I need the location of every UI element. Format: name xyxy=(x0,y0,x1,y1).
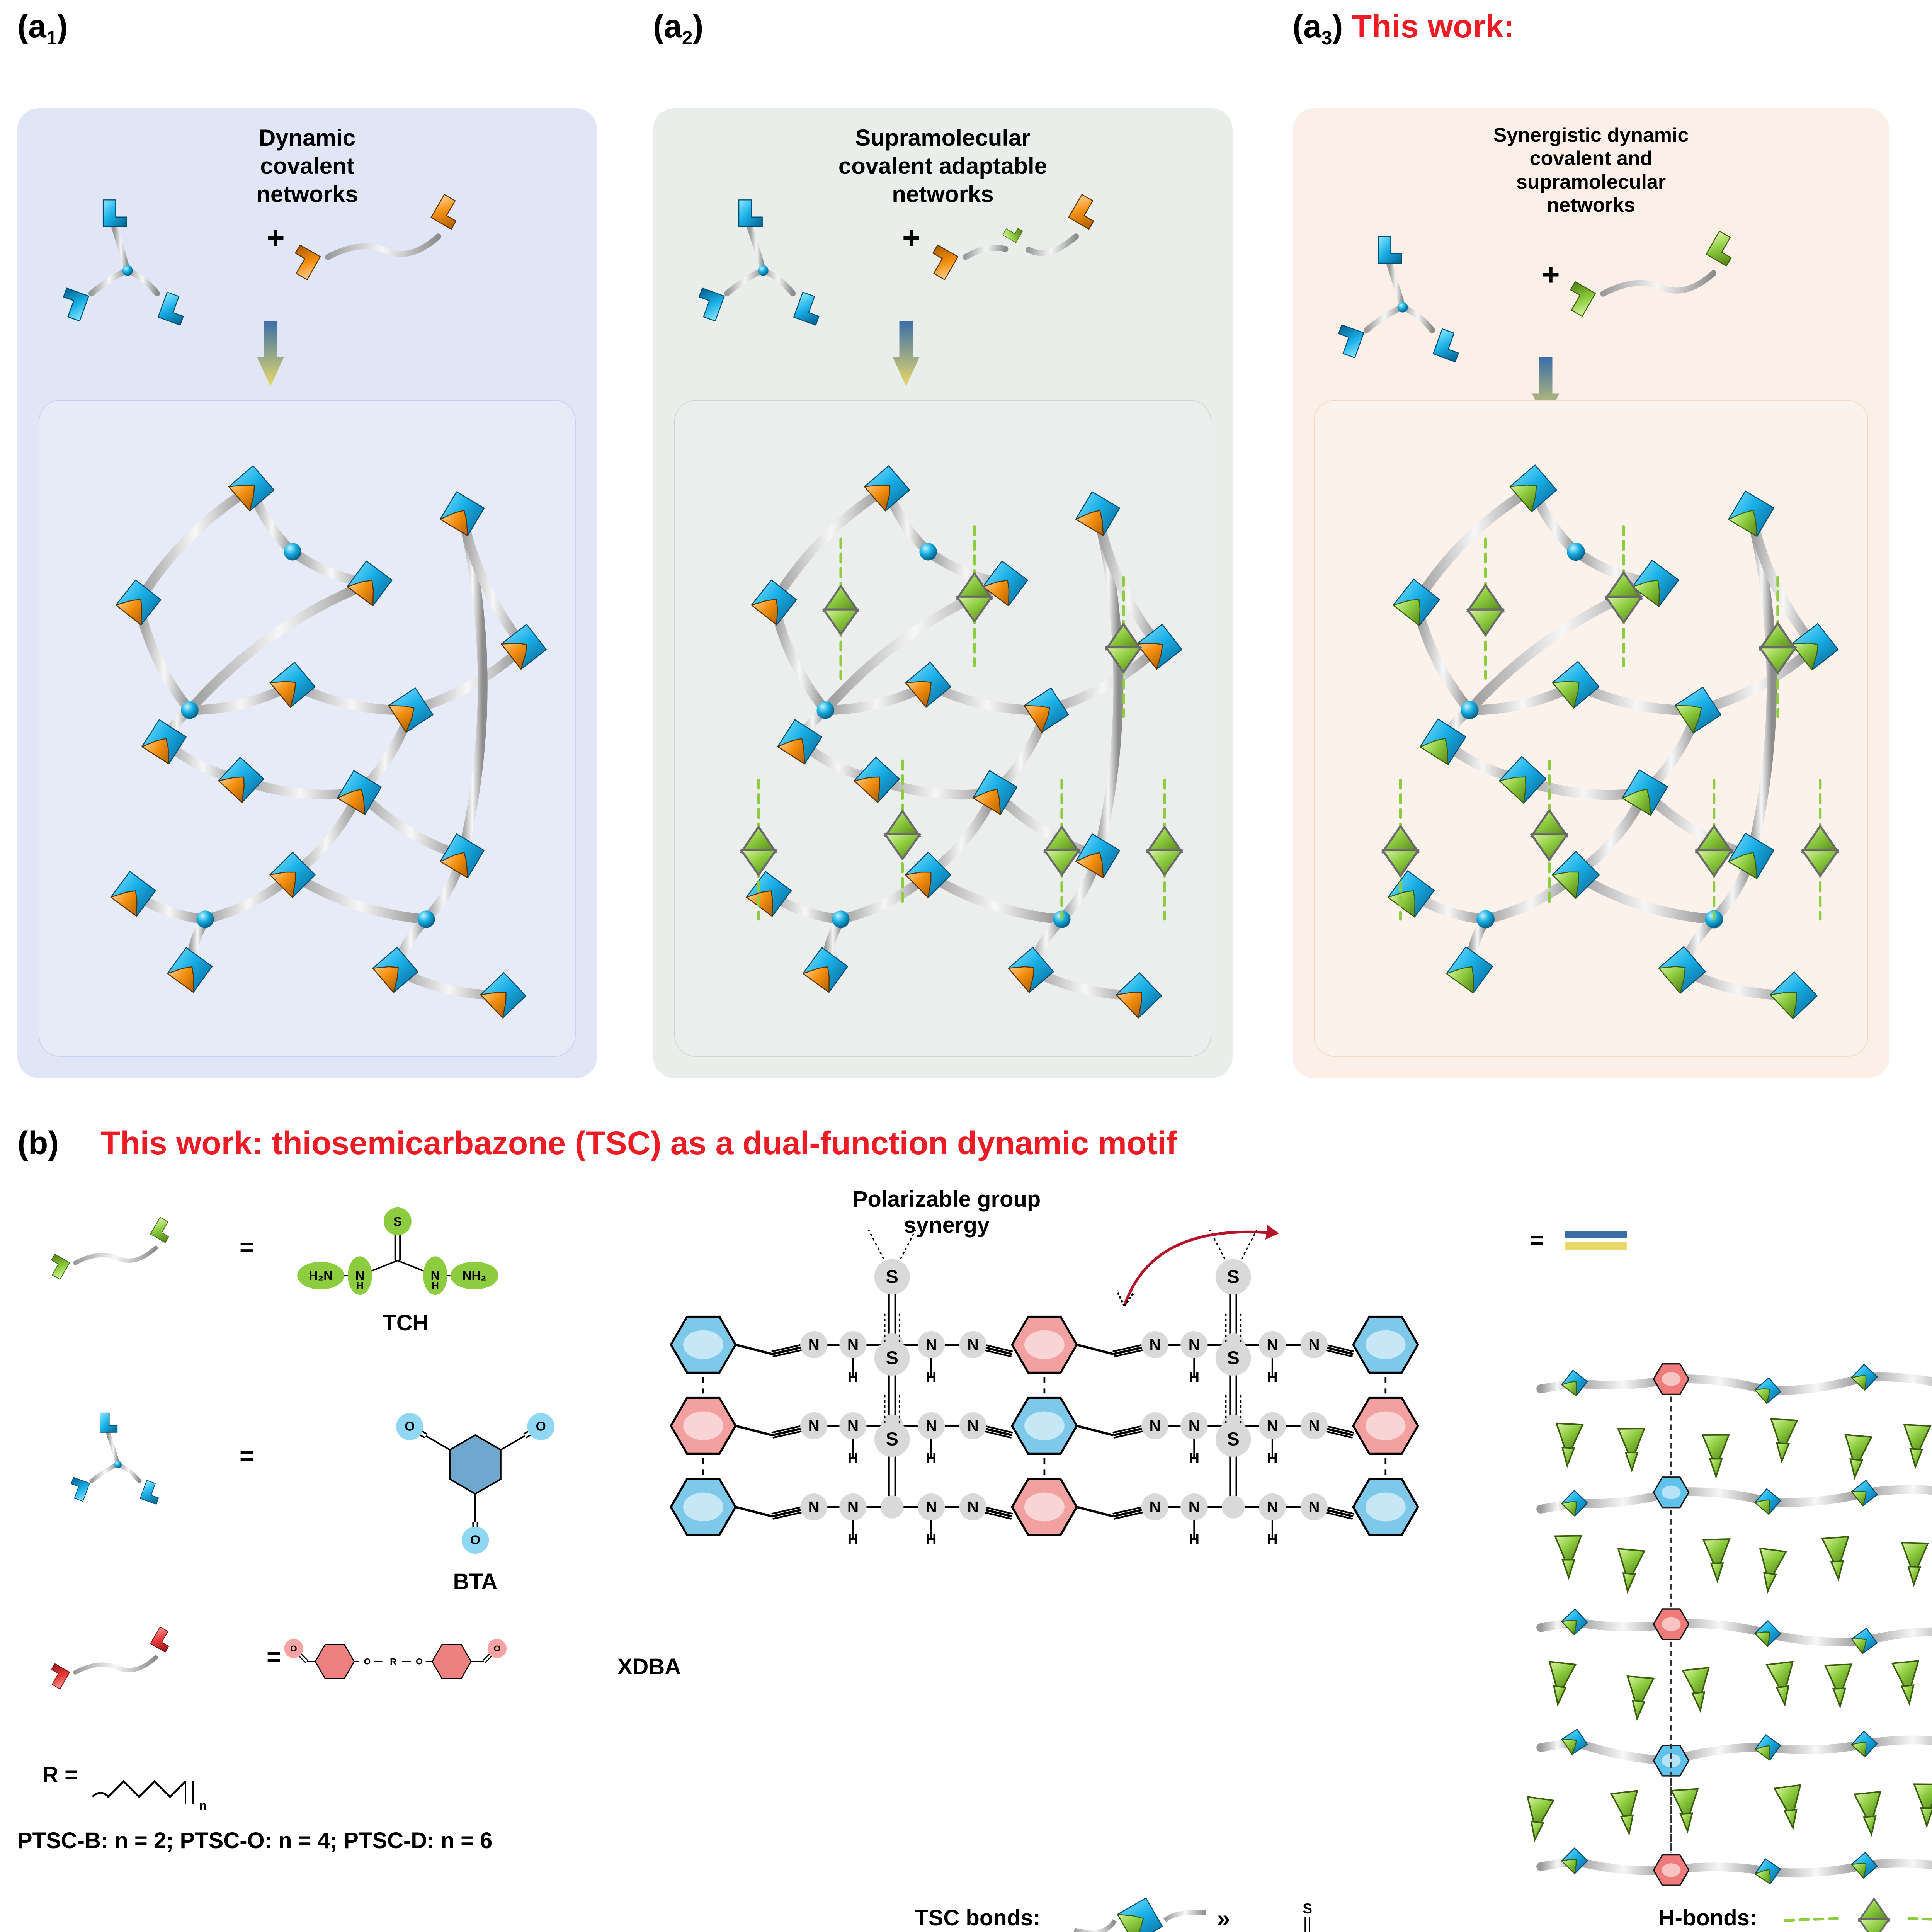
svg-text:S: S xyxy=(886,1267,898,1287)
svg-text:NH₂: NH₂ xyxy=(463,1269,486,1283)
svg-text:N: N xyxy=(1308,1498,1320,1516)
svg-text:=: = xyxy=(1530,1227,1544,1253)
svg-text:N: N xyxy=(925,1417,937,1435)
svg-text:O: O xyxy=(290,1644,297,1653)
svg-text:H: H xyxy=(1267,1369,1277,1386)
svg-text:N: N xyxy=(847,1498,859,1516)
svg-text:N: N xyxy=(1149,1417,1160,1435)
svg-text:N: N xyxy=(847,1417,859,1435)
svg-text:N: N xyxy=(1189,1417,1200,1435)
svg-text:H: H xyxy=(432,1280,439,1292)
svg-text:S: S xyxy=(1227,1429,1239,1450)
svg-text:H: H xyxy=(1267,1451,1277,1467)
svg-text:S: S xyxy=(1303,1901,1312,1917)
svg-text:H: H xyxy=(848,1451,858,1467)
svg-text:N: N xyxy=(431,1269,440,1283)
svg-text:N: N xyxy=(808,1498,820,1516)
svg-text:N: N xyxy=(1308,1336,1320,1354)
svg-text:N: N xyxy=(1267,1498,1278,1516)
svg-text:H₂N: H₂N xyxy=(309,1269,333,1283)
svg-text:N: N xyxy=(1267,1417,1278,1435)
svg-text:H: H xyxy=(1267,1532,1277,1548)
svg-text:N: N xyxy=(967,1498,978,1516)
svg-text:N: N xyxy=(925,1336,937,1354)
svg-text:N: N xyxy=(1267,1336,1278,1354)
svg-text:N: N xyxy=(967,1417,978,1435)
svg-text:H: H xyxy=(356,1280,364,1292)
svg-text:N: N xyxy=(808,1336,820,1354)
svg-text:N: N xyxy=(925,1498,937,1516)
svg-text:H: H xyxy=(848,1369,858,1386)
svg-text:H: H xyxy=(1189,1532,1199,1548)
svg-text:S: S xyxy=(393,1214,402,1228)
svg-text:O: O xyxy=(416,1657,422,1667)
svg-text:O: O xyxy=(536,1420,546,1434)
svg-text:H: H xyxy=(1189,1369,1199,1386)
svg-text:H: H xyxy=(926,1532,936,1548)
svg-text:N: N xyxy=(1308,1417,1320,1435)
svg-text:N: N xyxy=(847,1336,859,1354)
svg-text:H: H xyxy=(848,1532,858,1548)
svg-text:N: N xyxy=(808,1417,820,1435)
svg-text:S: S xyxy=(886,1348,898,1369)
svg-text:N: N xyxy=(1189,1336,1200,1354)
svg-text:n: n xyxy=(199,1799,207,1813)
svg-text:S: S xyxy=(886,1429,898,1450)
svg-text:O: O xyxy=(405,1420,415,1434)
svg-text:N: N xyxy=(1149,1498,1160,1516)
svg-text:N: N xyxy=(355,1269,365,1283)
svg-text:N: N xyxy=(1189,1498,1200,1516)
svg-text:R: R xyxy=(390,1656,396,1667)
svg-text:N: N xyxy=(967,1336,978,1354)
svg-text:O: O xyxy=(364,1657,371,1667)
svg-text:N: N xyxy=(1149,1336,1160,1354)
svg-text:H: H xyxy=(1189,1451,1199,1467)
svg-text:H: H xyxy=(926,1369,936,1386)
svg-text:S: S xyxy=(1227,1348,1239,1369)
svg-text:O: O xyxy=(470,1533,480,1548)
svg-text:O: O xyxy=(494,1644,500,1653)
svg-text:H: H xyxy=(926,1451,936,1467)
